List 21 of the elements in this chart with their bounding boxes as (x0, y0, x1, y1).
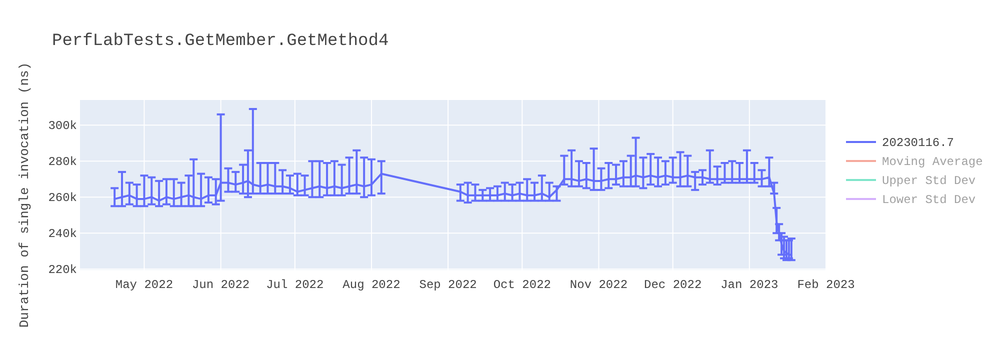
chart-title: PerfLabTests.GetMember.GetMethod4 (52, 32, 389, 51)
legend-label: Moving Average (882, 155, 983, 169)
legend-label: 20230116.7 (882, 136, 954, 150)
x-tick-label: Jun 2022 (192, 278, 250, 292)
x-tick-label: Sep 2022 (419, 278, 477, 292)
y-tick-label: 220k (48, 263, 77, 278)
x-tick-label: Oct 2022 (493, 278, 551, 292)
y-tick-label: 280k (48, 155, 77, 170)
y-tick-label: 260k (48, 191, 77, 206)
legend-label: Lower Std Dev (882, 193, 976, 207)
y-tick-label: 240k (48, 227, 77, 242)
x-tick-label: Nov 2022 (570, 278, 628, 292)
x-tick-label: Jul 2022 (266, 278, 324, 292)
x-tick-label: Jan 2023 (720, 278, 778, 292)
x-tick-label: Dec 2022 (644, 278, 702, 292)
x-tick-label: May 2022 (115, 278, 174, 292)
y-tick-label: 300k (48, 119, 77, 134)
legend-label: Upper Std Dev (882, 174, 976, 188)
y-axis-title: Duration of single invocation (ns) (17, 62, 32, 328)
x-tick-label: Aug 2022 (342, 278, 400, 292)
x-tick-label: Feb 2023 (797, 278, 855, 292)
